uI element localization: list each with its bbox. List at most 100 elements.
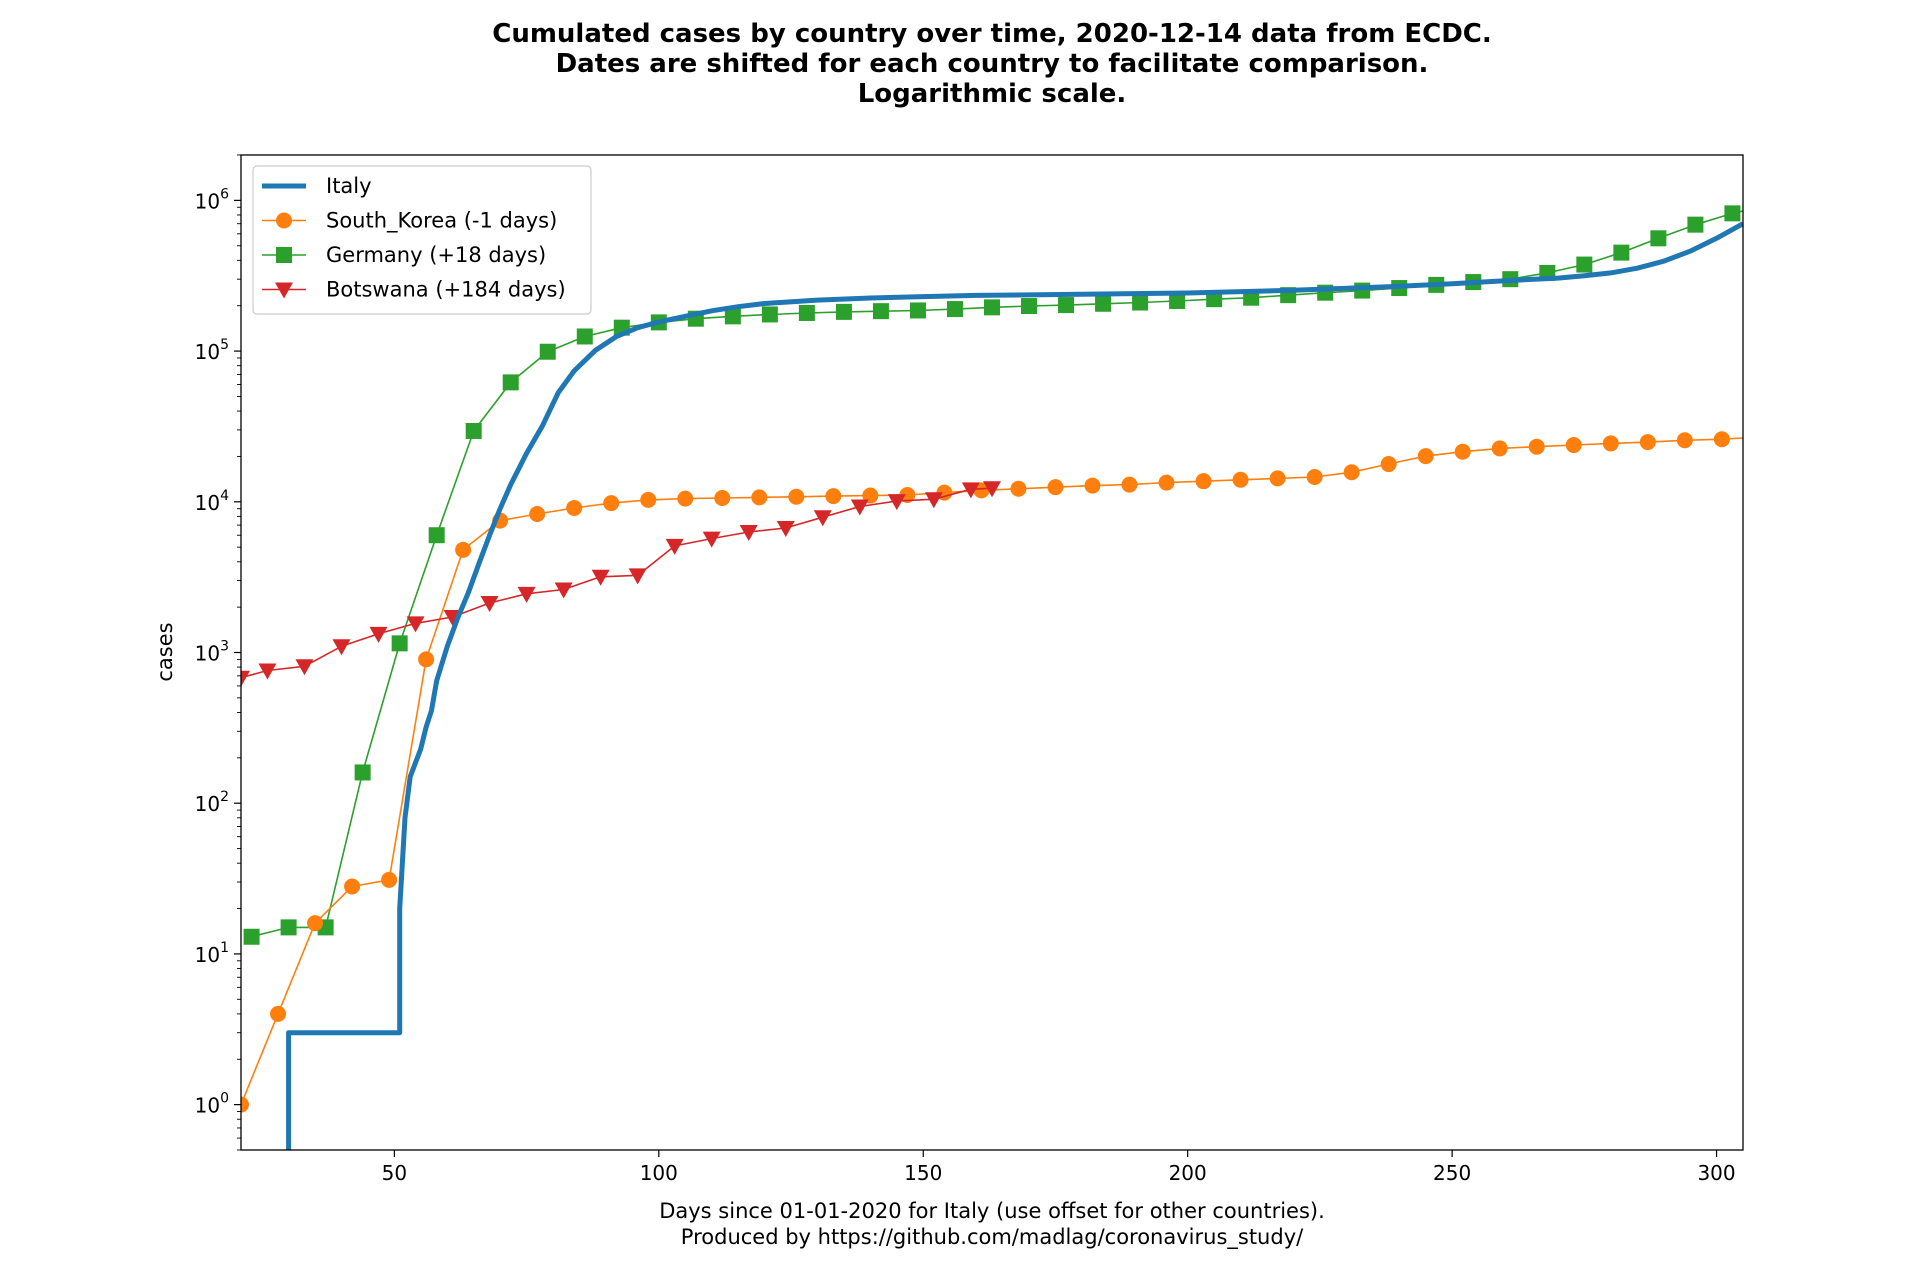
germany-point [835,303,852,320]
south-korea-point [751,489,768,506]
south-korea-point [344,878,361,895]
south-korea-point [1047,479,1064,496]
title-line-3: Logarithmic scale. [858,79,1127,109]
south-korea-point [1454,443,1471,460]
x-axis-label-line-1: Days since 01-01-2020 for Italy (use off… [659,1199,1325,1223]
legend-marker-botswana [275,282,293,299]
south-korea-point [1713,431,1730,448]
botswana-point [887,494,906,511]
legend: Italy South_Korea (-1 days) Germany (+18 d… [252,165,592,315]
legend-label-botswana: Botswana (+184 days) [326,278,566,302]
germany-point [465,422,482,439]
botswana-point [924,492,943,509]
x-tick-label: 50 [382,1161,407,1185]
germany-point [428,527,445,544]
germany-point [984,299,1000,316]
south-korea-point [1639,434,1656,451]
south-korea-point [1528,438,1545,455]
south-korea-point [603,495,620,512]
germany-point [761,306,778,323]
south-korea-point [1417,448,1434,465]
south-korea-point [825,488,842,505]
botswana-point [628,568,647,585]
series-botswana [241,481,1001,687]
germany-point [946,301,963,318]
legend-label-italy: Italy [326,174,372,198]
germany-point [354,764,371,781]
legend-label-germany: Germany (+18 days) [326,243,546,267]
south-korea-point [1676,432,1693,449]
botswana-point [961,482,980,499]
germany-point [1724,205,1741,222]
y-axis-label: cases [153,622,177,681]
germany-point [1687,216,1704,233]
botswana-point [813,510,832,527]
botswana-point [665,538,684,555]
germany-point [280,919,297,936]
south-korea-point [566,499,583,516]
x-axis-label-line-2: Produced by https://github.com/madlag/co… [681,1225,1304,1250]
south-korea-point [640,491,657,508]
title-line-2: Dates are shifted for each country to fa… [556,49,1429,79]
south-korea-point [1010,480,1027,497]
south-korea-point [241,1096,249,1113]
south-korea-point [788,488,805,505]
y-tick-label: 101 [195,940,229,967]
y-tick-label: 106 [195,186,229,213]
germany-point [798,304,815,321]
south-korea-point [418,651,435,668]
germany-point [1095,295,1112,312]
botswana-point [850,499,869,516]
axes-layer: 50 100 150 200 250 300 100 101 102 103 104 105 106 [195,154,1736,1185]
legend-box [252,165,592,315]
botswana-line [241,487,993,679]
x-tick-label: 300 [1697,1161,1735,1185]
south-korea-point [270,1005,287,1022]
x-tick-label: 100 [640,1161,678,1185]
botswana-point [258,663,277,680]
y-tick-label: 104 [195,488,229,515]
legend-marker-south-korea [276,212,292,229]
germany-point [1650,230,1667,247]
y-tick-label: 103 [195,639,229,666]
x-tick-label: 150 [904,1161,942,1185]
plot-area [241,155,1743,1150]
germany-point [1576,256,1593,273]
botswana-point [517,586,536,603]
germany-point [243,928,260,945]
series-layer [241,205,1743,1150]
botswana-point [406,616,425,633]
germany-point [391,635,408,652]
germany-point [1021,298,1038,315]
botswana-point [554,582,573,599]
germany-point [1206,291,1223,308]
title-line-1: Cumulated cases by country over time, 20… [492,19,1492,49]
botswana-point [241,670,250,687]
italy-line [286,221,1743,1150]
botswana-point [776,521,795,538]
south-korea-point [1565,437,1582,454]
germany-point [1169,292,1186,309]
botswana-point [369,626,388,643]
botswana-point [332,639,351,656]
chart-title: Cumulated cases by country over time, 20… [492,19,1492,109]
south-korea-point [1306,469,1323,486]
south-korea-point [381,871,398,888]
south-korea-point [714,489,731,506]
germany-point [872,303,889,320]
south-korea-point [1084,477,1101,494]
south-korea-point [1158,474,1175,491]
germany-point [724,308,741,325]
legend-label-south-korea: South_Korea (-1 days) [326,209,557,234]
south-korea-point [1269,470,1286,487]
x-tick-label: 200 [1169,1161,1207,1185]
south-korea-point [529,505,546,522]
botswana-point [295,659,314,676]
botswana-point [480,596,499,613]
germany-point [576,328,593,345]
south-korea-point [455,541,472,558]
germany-point [1132,294,1149,311]
botswana-point [739,525,758,542]
south-korea-point [1380,456,1397,473]
